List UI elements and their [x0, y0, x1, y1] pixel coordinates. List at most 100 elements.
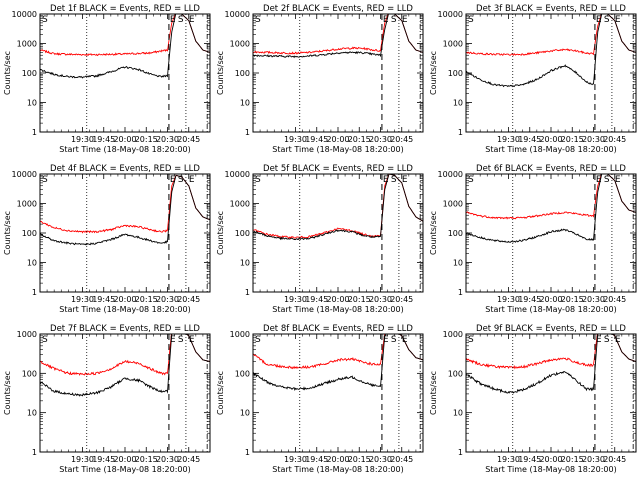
marker-label: S	[255, 175, 261, 185]
y-tick-label: 1000	[230, 330, 250, 339]
plot-panel: Det 3f BLACK = Events, RED = LLD Counts/s…	[429, 4, 637, 154]
x-tick-label: 20:00	[326, 295, 349, 304]
x-axis-label: Start Time (18-May-08 18:20:00)	[272, 145, 403, 154]
x-tick-label: 19:30	[71, 295, 94, 304]
x-tick-label: 20:00	[539, 295, 562, 304]
x-tick-label: 20:00	[113, 455, 136, 464]
plot-panel: Det 5f BLACK = Events, RED = LLD Counts/s…	[216, 164, 424, 314]
x-tick-label: 19:45	[518, 135, 541, 144]
x-tick-label: 19:45	[92, 455, 115, 464]
series-line-lld	[253, 174, 423, 239]
y-tick-label: 1000	[443, 200, 463, 209]
x-tick-label: 19:45	[92, 135, 115, 144]
y-tick-label: 1000	[443, 40, 463, 49]
marker-label: E	[615, 15, 621, 25]
plot-panel: Det 1f BLACK = Events, RED = LLD Counts/s…	[3, 4, 211, 154]
panel-title: Det 5f BLACK = Events, RED = LLD	[263, 164, 413, 174]
x-tick-label: 20:30	[582, 455, 605, 464]
x-tick-label: 20:15	[561, 135, 584, 144]
marker-label: E	[615, 175, 621, 185]
y-axis-label: Counts/sec	[3, 51, 12, 95]
y-axis-label: Counts/sec	[216, 211, 225, 255]
panel-title: Det 6f BLACK = Events, RED = LLD	[476, 164, 626, 174]
plot-panel: Det 6f BLACK = Events, RED = LLD Counts/s…	[429, 164, 637, 314]
y-tick-label: 100	[22, 69, 37, 78]
panel-title: Det 1f BLACK = Events, RED = LLD	[50, 4, 200, 14]
panel-title: Det 7f BLACK = Events, RED = LLD	[50, 324, 200, 334]
plot-panel: Det 9f BLACK = Events, RED = LLD Counts/s…	[429, 324, 637, 474]
y-tick-label: 1000	[230, 40, 250, 49]
panel-title: Det 3f BLACK = Events, RED = LLD	[476, 4, 626, 14]
marker-label: S	[391, 15, 397, 25]
marker-label: S	[468, 15, 474, 25]
y-tick-label: 1000	[230, 200, 250, 209]
x-tick-label: 20:00	[113, 135, 136, 144]
marker-label: E	[170, 175, 176, 185]
x-tick-label: 19:30	[284, 135, 307, 144]
y-tick-label: 100	[22, 229, 37, 238]
x-axis-label: Start Time (18-May-08 18:20:00)	[272, 305, 403, 314]
series-line-events	[466, 174, 636, 243]
marker-label: E	[596, 175, 602, 185]
y-tick-label: 100	[448, 369, 463, 378]
y-tick-label: 1	[245, 448, 250, 457]
y-tick-label: 1	[245, 288, 250, 297]
plot-frame	[465, 173, 637, 293]
plot-frame	[39, 13, 211, 133]
marker-label: E	[189, 15, 195, 25]
marker-label: S	[604, 15, 610, 25]
y-tick-label: 100	[448, 69, 463, 78]
marker-label: S	[178, 15, 184, 25]
plot-panel: Det 8f BLACK = Events, RED = LLD Counts/s…	[216, 324, 424, 474]
y-tick-label: 1	[32, 128, 37, 137]
x-tick-label: 20:15	[348, 455, 371, 464]
y-tick-label: 10	[453, 409, 463, 418]
plot-panel: Det 7f BLACK = Events, RED = LLD Counts/s…	[3, 324, 211, 474]
series-line-lld	[466, 334, 636, 370]
x-tick-label: 20:45	[603, 135, 626, 144]
marker-label: S	[604, 335, 610, 345]
x-tick-label: 20:30	[369, 455, 392, 464]
x-tick-label: 20:45	[177, 135, 200, 144]
x-tick-label: 19:45	[305, 295, 328, 304]
x-tick-label: 20:30	[369, 135, 392, 144]
x-tick-label: 20:00	[539, 135, 562, 144]
y-tick-label: 100	[235, 229, 250, 238]
series-line-lld	[253, 334, 423, 370]
plot-frame	[252, 333, 424, 453]
y-tick-label: 1	[458, 448, 463, 457]
marker-label: S	[42, 15, 48, 25]
x-tick-label: 20:45	[177, 295, 200, 304]
x-tick-label: 19:30	[71, 135, 94, 144]
x-tick-label: 20:00	[326, 455, 349, 464]
series-line-events	[40, 334, 210, 397]
x-tick-label: 19:30	[497, 295, 520, 304]
y-axis-label: Counts/sec	[216, 51, 225, 95]
x-tick-label: 19:30	[284, 295, 307, 304]
y-tick-label: 10	[453, 259, 463, 268]
series-line-lld	[40, 174, 210, 234]
y-tick-label: 10	[453, 99, 463, 108]
y-tick-label: 1000	[443, 330, 463, 339]
y-tick-label: 1	[32, 448, 37, 457]
panel-title: Det 9f BLACK = Events, RED = LLD	[476, 324, 626, 334]
y-tick-label: 1	[458, 288, 463, 297]
x-tick-label: 20:45	[603, 455, 626, 464]
marker-label: E	[596, 335, 602, 345]
marker-label: S	[42, 175, 48, 185]
x-tick-label: 19:30	[71, 455, 94, 464]
x-tick-label: 20:30	[582, 135, 605, 144]
y-tick-label: 10	[27, 99, 37, 108]
y-tick-label: 10000	[438, 10, 463, 19]
plot-frame	[39, 333, 211, 453]
series-line-lld	[40, 14, 210, 57]
x-tick-label: 20:15	[135, 455, 158, 464]
y-tick-label: 10000	[12, 10, 37, 19]
y-tick-label: 100	[22, 369, 37, 378]
x-tick-label: 19:45	[92, 295, 115, 304]
x-tick-label: 20:15	[561, 295, 584, 304]
y-tick-label: 10	[27, 409, 37, 418]
series-line-events	[466, 334, 636, 394]
plot-frame	[39, 173, 211, 293]
